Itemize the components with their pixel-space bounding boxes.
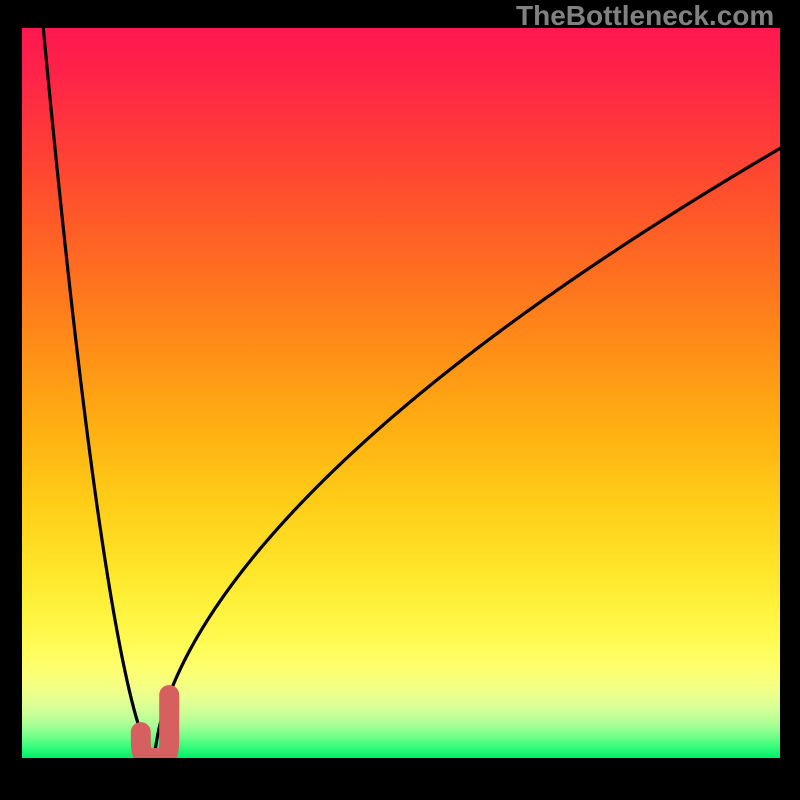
gradient-background [22, 28, 780, 758]
bottleneck-chart [22, 28, 780, 758]
watermark-text: TheBottleneck.com [516, 0, 774, 32]
